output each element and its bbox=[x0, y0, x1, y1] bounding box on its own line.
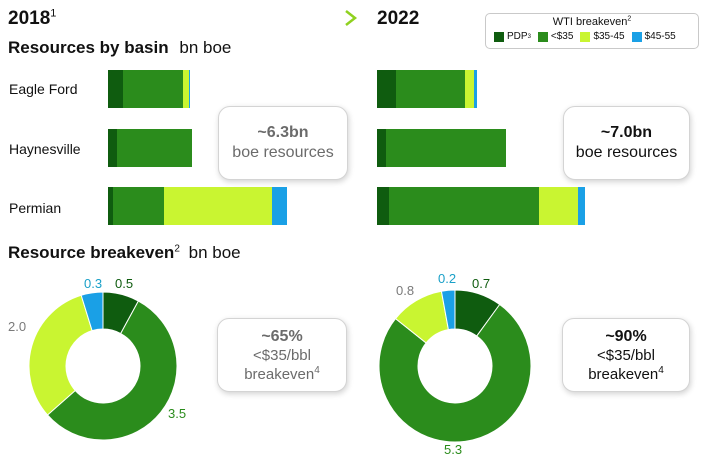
year-2018-label: 20181 bbox=[8, 8, 56, 30]
bar-segment-35-45 bbox=[183, 70, 189, 108]
resources-section-title: Resources by basin bn boe bbox=[8, 38, 231, 58]
callout-breakeven-2018: ~65% <$35/bbl breakeven4 bbox=[217, 318, 347, 392]
bar-segment-pdp bbox=[377, 187, 389, 225]
bar-2018-eagle-ford bbox=[108, 70, 191, 108]
callout-resources-2018-sub: boe resources bbox=[232, 144, 334, 161]
legend-item-3: $45-55 bbox=[631, 31, 676, 42]
slice-label-2018-pdp: 0.5 bbox=[115, 276, 134, 291]
breakeven-title-text: Resource breakeven bbox=[8, 243, 175, 262]
basin-label-haynesville: Haynesville bbox=[9, 141, 81, 157]
callout-resources-2022-main: ~7.0bn bbox=[600, 124, 653, 141]
legend-swatch bbox=[537, 31, 548, 42]
bar-segment-35 bbox=[396, 70, 466, 108]
callout-breakeven-2018-main: ~65% bbox=[261, 327, 303, 345]
callout-resources-2022-sub: boe resources bbox=[575, 144, 678, 161]
bar-segment-45-55 bbox=[271, 187, 287, 225]
bar-2022-eagle-ford bbox=[377, 70, 478, 108]
donut-slice-2018-45-55 bbox=[80, 291, 104, 332]
legend-swatch bbox=[580, 31, 591, 42]
callout-breakeven-2022: ~90% <$35/bbl breakeven4 bbox=[562, 318, 690, 392]
breakeven-unit: bn boe bbox=[188, 243, 241, 262]
bar-2018-haynesville bbox=[108, 129, 192, 167]
breakeven-section-title: Resource breakeven2 bn boe bbox=[8, 243, 241, 263]
resources-title-text: Resources by basin bbox=[8, 38, 169, 57]
donut-slice-2022-35 bbox=[378, 303, 532, 443]
breakeven-title-footnote: 2 bbox=[174, 243, 180, 255]
legend-items: PDP 3 <$35 $35-45 $45-55 bbox=[494, 31, 683, 42]
legend-title-text: WTI breakeven bbox=[552, 16, 628, 28]
legend-item-0: PDP 3 bbox=[494, 31, 531, 42]
basin-label-permian: Permian bbox=[9, 200, 62, 216]
bar-segment-35 bbox=[386, 129, 506, 167]
legend-swatch bbox=[494, 31, 504, 42]
legend-label: $45-55 bbox=[644, 31, 676, 42]
legend-title-footnote: 2 bbox=[627, 15, 632, 23]
bar-2022-permian bbox=[377, 187, 586, 225]
donut-slice-2018-35-45 bbox=[28, 294, 93, 416]
callout-resources-2018: ~6.3bn boe resources bbox=[218, 106, 348, 180]
legend-swatch bbox=[631, 31, 642, 42]
bar-2022-haynesville bbox=[377, 129, 506, 167]
callout-resources-2022: ~7.0bn boe resources bbox=[563, 106, 690, 180]
bar-segment-35 bbox=[389, 187, 539, 225]
donut-slice-2022-45-55 bbox=[440, 289, 456, 331]
year-2022-text: 2022 bbox=[377, 8, 420, 29]
callout-breakeven-2022-line3: breakeven4 bbox=[588, 365, 664, 384]
bar-segment-pdp bbox=[108, 187, 113, 225]
donut-slice-2018-35 bbox=[46, 300, 178, 441]
timeline-arrow bbox=[68, 10, 358, 26]
callout-breakeven-2018-line3-text: breakeven bbox=[244, 365, 315, 383]
year-2018-text: 2018 bbox=[8, 8, 51, 29]
legend-item-1: <$35 bbox=[537, 31, 574, 42]
callout-breakeven-2018-line3: breakeven4 bbox=[244, 365, 320, 384]
callout-breakeven-2022-footnote: 4 bbox=[658, 364, 664, 376]
slice-label-2018-lt35: 3.5 bbox=[168, 406, 187, 421]
bar-segment-35-45 bbox=[163, 187, 272, 225]
callout-breakeven-2022-line2: <$35/bbl bbox=[597, 346, 655, 364]
resources-unit: bn boe bbox=[179, 38, 232, 57]
slice-label-2022-45-55: 0.2 bbox=[438, 271, 457, 286]
legend-label: PDP bbox=[507, 31, 528, 42]
year-2022-label: 2022 bbox=[377, 8, 419, 30]
slice-label-2022-pdp: 0.7 bbox=[472, 276, 491, 291]
legend-label: $35-45 bbox=[593, 31, 625, 42]
basin-label-eagle-ford: Eagle Ford bbox=[9, 81, 78, 97]
bar-segment-35 bbox=[117, 129, 192, 167]
bar-segment-45-55 bbox=[578, 187, 586, 225]
callout-resources-2018-main: ~6.3bn bbox=[257, 124, 309, 141]
callout-breakeven-2022-main: ~90% bbox=[605, 327, 647, 345]
bar-segment-35-45 bbox=[465, 70, 475, 108]
bar-segment-pdp bbox=[108, 129, 117, 167]
donut-chart-2018 bbox=[28, 291, 178, 441]
bar-segment-35 bbox=[112, 187, 164, 225]
bar-2018-permian bbox=[108, 187, 287, 225]
legend-label: <$35 bbox=[550, 31, 574, 42]
bar-segment-pdp bbox=[108, 70, 123, 108]
callout-breakeven-2018-footnote: 4 bbox=[314, 364, 320, 376]
legend-title: WTI breakeven2 bbox=[486, 15, 698, 28]
year-2018-footnote: 1 bbox=[50, 7, 57, 20]
legend-item-2: $35-45 bbox=[580, 31, 625, 42]
slice-label-2022-35-45: 0.8 bbox=[396, 283, 415, 298]
legend: WTI breakeven2 PDP 3 <$35 $35-45 $45-55 bbox=[485, 13, 699, 49]
callout-breakeven-2022-line3-text: breakeven bbox=[588, 365, 659, 383]
callout-breakeven-2018-line2: <$35/bbl bbox=[253, 346, 311, 364]
donut-chart-2022 bbox=[378, 289, 532, 443]
bar-segment-35 bbox=[123, 70, 183, 108]
slice-label-2018-35-45: 2.0 bbox=[8, 319, 27, 334]
bar-segment-35-45 bbox=[539, 187, 578, 225]
slice-label-2018-45-55: 0.3 bbox=[84, 276, 103, 291]
slice-label-2022-lt35: 5.3 bbox=[444, 442, 463, 457]
bar-segment-45-55 bbox=[474, 70, 478, 108]
bar-segment-pdp bbox=[377, 70, 397, 108]
bar-segment-45-55 bbox=[189, 70, 191, 108]
bar-segment-pdp bbox=[377, 129, 386, 167]
